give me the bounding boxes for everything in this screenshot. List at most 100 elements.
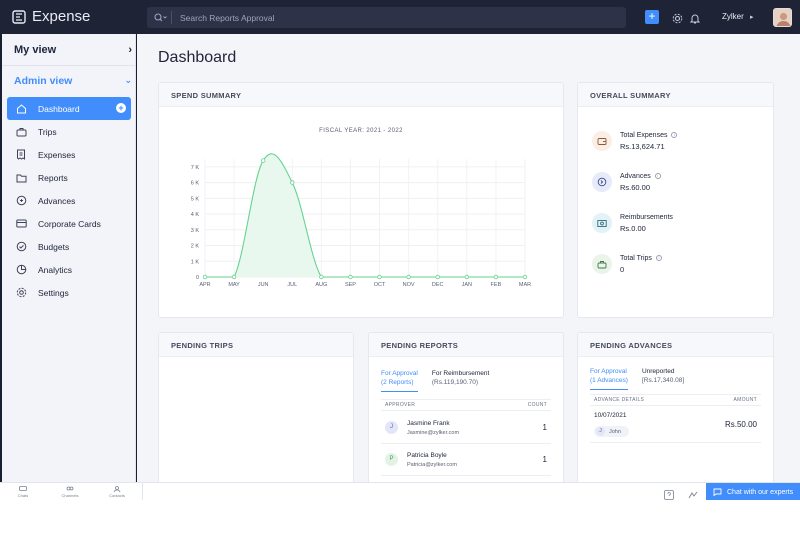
avatar: P (385, 453, 398, 466)
pending-reports-card: PENDING REPORTS For Approval (2 Reports)… (368, 332, 564, 492)
contacts-icon (113, 486, 121, 492)
sidebar-item-dashboard[interactable]: Dashboard + (7, 97, 131, 120)
sidebar-item-label: Budgets (38, 241, 70, 252)
org-switcher[interactable]: Zylker ▸ (722, 12, 754, 21)
spend-summary-card: SPEND SUMMARY FISCAL YEAR: 2021 - 2022 0… (158, 82, 564, 318)
summary-advances[interactable]: Advances i Rs.60.00 (592, 172, 661, 192)
column-header: ADVANCE DETAILS (594, 397, 645, 403)
chat-with-experts-button[interactable]: Chat with our experts (706, 483, 800, 500)
add-widget-icon[interactable]: + (116, 103, 126, 113)
summary-reimbursements[interactable]: Reimbursements Rs.0.00 (592, 213, 673, 233)
brand-logo[interactable]: Expense (12, 8, 90, 25)
gear-icon (15, 287, 27, 299)
avatar[interactable] (773, 8, 792, 27)
employee-chip: J John (594, 426, 629, 437)
table-header: ADVANCE DETAILS AMOUNT (590, 394, 761, 406)
tab-for-approval[interactable]: For Approval (1 Advances) (590, 367, 628, 390)
sidebar-item-advances[interactable]: Advances (7, 189, 131, 212)
admin-view-toggle[interactable]: Admin view ⌄ (14, 75, 132, 87)
channels-icon (66, 486, 74, 491)
summary-value: 0 (620, 264, 625, 274)
table-row[interactable]: J Jasmine Frank Jasmine@zylker.com 1 (381, 412, 551, 444)
chats-shortcut[interactable]: Chats (8, 486, 38, 498)
data-point (290, 180, 295, 185)
sidebar-nav: Dashboard + Trips Expenses Reports Advan… (7, 97, 131, 304)
approver-name: Patricia Boyle (407, 451, 447, 459)
data-point (493, 274, 499, 280)
advance-amount: Rs.50.00 (724, 420, 757, 429)
card-title: PENDING ADVANCES (578, 333, 773, 357)
shortcut-label: Contacts (109, 493, 125, 498)
sidebar-item-settings[interactable]: Settings (7, 281, 131, 304)
y-tick-label: 1 K (191, 259, 200, 265)
gear-icon[interactable] (672, 11, 683, 29)
avatar: J (385, 421, 398, 434)
advance-icon (592, 172, 612, 192)
shortcut-label: Channels (61, 493, 79, 498)
table-row[interactable]: 10/07/2021 J John Rs.50.00 (590, 407, 761, 443)
x-tick-label: SEP (345, 282, 356, 288)
shortcut-label: Chats (17, 493, 29, 498)
fiscal-year-label: FISCAL YEAR: 2021 - 2022 (319, 128, 403, 134)
sidebar-item-label: Corporate Cards (38, 218, 101, 229)
sidebar-item-corporate-cards[interactable]: Corporate Cards (7, 212, 131, 235)
sidebar-item-label: Reports (38, 172, 68, 183)
data-point (348, 274, 353, 280)
channels-shortcut[interactable]: Channels (55, 486, 85, 498)
column-header: APPROVER (385, 402, 416, 408)
report-count: 1 (542, 423, 547, 432)
sidebar-item-label: Dashboard (38, 103, 80, 114)
summary-label: Advances (620, 172, 651, 180)
info-icon[interactable]: i (655, 255, 662, 261)
tab-sublabel: [Rs.17,340.08] (641, 377, 685, 384)
my-view-toggle[interactable]: My view › (14, 44, 132, 56)
data-point (435, 274, 440, 280)
advance-tabs: For Approval (1 Advances) Unreported [Rs… (590, 367, 698, 390)
main-content: Dashboard SPEND SUMMARY FISCAL YEAR: 202… (137, 34, 800, 492)
y-tick-label: 6 K (191, 181, 200, 187)
contacts-shortcut[interactable]: Contacts (102, 486, 132, 498)
search-input[interactable] (180, 12, 580, 23)
summary-total-trips[interactable]: Total Trips i 0 (592, 254, 662, 274)
summary-value: Rs.13,624.71 (620, 141, 665, 151)
quick-create-button[interactable]: + (645, 10, 659, 24)
app-name: Expense (32, 8, 91, 25)
approver-email: Patricia@zylker.com (407, 461, 457, 468)
x-tick-label: JUN (258, 282, 269, 288)
chat-button-label: Chat with our experts (727, 488, 794, 496)
sidebar-item-analytics[interactable]: Analytics (7, 258, 131, 281)
tab-for-reimbursement[interactable]: For Reimbursement (Rs.119,190.70) (432, 369, 489, 392)
info-icon[interactable]: i (654, 173, 661, 179)
chevron-down-icon: ⌄ (124, 75, 132, 85)
tab-sublabel: (1 Advances) (590, 377, 628, 384)
y-tick-label: 3 K (191, 228, 200, 234)
activity-icon[interactable] (688, 487, 698, 500)
tab-unreported[interactable]: Unreported [Rs.17,340.08] (642, 367, 684, 390)
sidebar-item-budgets[interactable]: Budgets (7, 235, 131, 258)
tab-for-approval[interactable]: For Approval (2 Reports) (381, 369, 418, 392)
sidebar-item-trips[interactable]: Trips (7, 120, 131, 143)
help-icon[interactable] (664, 487, 674, 500)
summary-total-expenses[interactable]: Total Expenses i Rs.13,624.71 (592, 131, 678, 151)
bell-icon[interactable] (689, 11, 701, 29)
tab-sublabel: (2 Reports) (381, 379, 414, 386)
table-row[interactable]: P Patricia Boyle Patricia@zylker.com 1 (381, 444, 551, 476)
tab-label: For Approval (381, 370, 418, 377)
sidebar-item-reports[interactable]: Reports (7, 166, 131, 189)
employee-name: John (609, 428, 621, 435)
data-point (406, 274, 411, 280)
summary-label: Total Trips (620, 254, 652, 262)
search-icon[interactable] (147, 13, 169, 22)
bottom-divider (142, 483, 143, 500)
search-box[interactable] (147, 7, 626, 28)
card-title: PENDING REPORTS (369, 333, 563, 357)
x-tick-label: JAN (462, 282, 472, 288)
tab-sublabel: (Rs.119,190.70) (431, 379, 478, 386)
sidebar-item-expenses[interactable]: Expenses (7, 143, 131, 166)
data-point (464, 274, 470, 280)
data-point (260, 158, 266, 163)
data-point (202, 274, 208, 280)
info-icon[interactable]: i (671, 132, 678, 138)
tab-label: For Reimbursement (431, 370, 490, 377)
approver-name: Jasmine Frank (407, 419, 450, 427)
